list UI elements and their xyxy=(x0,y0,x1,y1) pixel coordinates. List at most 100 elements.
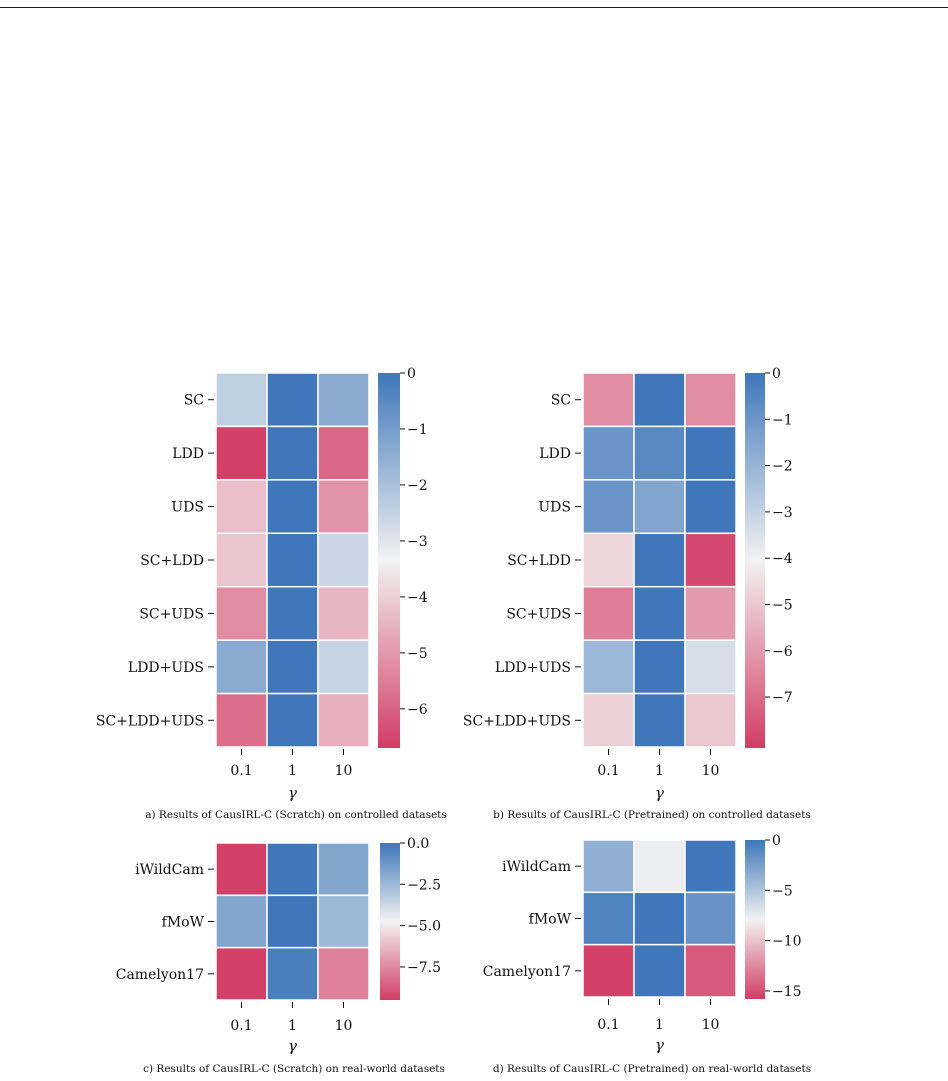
x-axis-label: γ xyxy=(655,1036,664,1054)
x-tick-label: 1 xyxy=(655,1017,664,1033)
y-tick-label: iWildCam xyxy=(135,862,204,878)
heatmap-cell xyxy=(266,585,319,641)
colorbar-tick-label: −5.0 xyxy=(407,919,441,935)
heatmap-cell xyxy=(215,532,268,588)
heatmap-cell xyxy=(215,946,268,1001)
heatmap-cell xyxy=(317,372,370,428)
heatmap-cell xyxy=(215,639,268,695)
heatmap-cell xyxy=(633,532,686,588)
heatmap-cell xyxy=(633,692,686,748)
heatmap-cell xyxy=(317,692,370,748)
heatmap-cell xyxy=(633,425,686,481)
heatmap-cell xyxy=(317,842,370,897)
heatmap-cell xyxy=(684,839,737,894)
colorbar xyxy=(378,373,400,748)
x-tick-label: 1 xyxy=(288,763,297,779)
heatmap-panel-0: SC LDD UDS SC+LDD SC+UDS LDD+UDS SC+LDD+UDS 0.1… xyxy=(96,366,447,821)
x-axis-label: γ xyxy=(655,784,664,802)
y-tick-label: SC+LDD+UDS xyxy=(96,713,204,729)
colorbar-tick-label: −1 xyxy=(407,422,428,438)
y-tick-label: SC xyxy=(551,393,571,409)
heatmap-cell xyxy=(684,585,737,641)
y-tick-label: LDD xyxy=(539,446,571,462)
y-tick-label: UDS xyxy=(171,500,204,516)
y-tick-label: SC+UDS xyxy=(139,606,204,622)
colorbar xyxy=(745,373,765,748)
heatmap-cell xyxy=(317,585,370,641)
y-tick-label: SC+UDS xyxy=(506,606,571,622)
panel-caption: d) Results of CausIRL-C (Pretrained) on … xyxy=(493,1063,811,1075)
y-tick-label: LDD+UDS xyxy=(128,660,204,676)
heatmap-cell xyxy=(582,639,635,695)
x-tick-label: 1 xyxy=(288,1018,297,1034)
heatmap-cell xyxy=(582,479,635,535)
heatmap-cell xyxy=(684,692,737,748)
heatmap-cell xyxy=(266,692,319,748)
heatmap-cell xyxy=(215,479,268,535)
heatmap-cell xyxy=(582,532,635,588)
heatmap-cell xyxy=(684,532,737,588)
heatmap-cell xyxy=(633,372,686,428)
heatmap-panel-3: iWildCam fMoW Camelyon17 0.1 1 10 γ 0 −5 −10 −15 d)… xyxy=(483,833,811,1075)
y-tick-label: LDD xyxy=(172,446,204,462)
y-tick-label: SC+LDD xyxy=(140,553,204,569)
page-top-rule xyxy=(0,7,948,8)
panel-caption: b) Results of CausIRL-C (Pretrained) on … xyxy=(493,809,811,821)
heatmap-cell xyxy=(266,946,319,1001)
heatmap-cell xyxy=(684,943,737,998)
heatmap-cell xyxy=(684,372,737,428)
y-tick-label: LDD+UDS xyxy=(495,660,571,676)
x-tick-label: 10 xyxy=(702,763,720,779)
x-tick-label: 0.1 xyxy=(597,1017,619,1033)
heatmap-cell xyxy=(582,943,635,998)
heatmap-cell xyxy=(582,372,635,428)
colorbar-tick-label: −4 xyxy=(407,590,428,606)
heatmap-cell xyxy=(215,894,268,949)
heatmap-cell xyxy=(317,639,370,695)
colorbar-tick-label: 0 xyxy=(772,833,781,849)
x-tick-label: 1 xyxy=(655,763,664,779)
heatmap-cell xyxy=(215,692,268,748)
y-tick-label: fMoW xyxy=(529,911,572,927)
heatmap-cell xyxy=(633,943,686,998)
heatmap-cell xyxy=(684,425,737,481)
colorbar-tick-label: −5 xyxy=(407,646,428,662)
colorbar-tick-label: 0.0 xyxy=(407,836,429,852)
colorbar-tick-label: −1 xyxy=(772,412,793,428)
x-tick-label: 0.1 xyxy=(230,1018,252,1034)
colorbar-tick-label: −6 xyxy=(772,644,793,660)
x-axis-label: γ xyxy=(288,784,297,802)
y-tick-label: SC+LDD+UDS xyxy=(463,713,571,729)
panel-caption: c) Results of CausIRL-C (Scratch) on rea… xyxy=(143,1063,445,1075)
heatmap-cell xyxy=(633,639,686,695)
heatmap-cell xyxy=(317,894,370,949)
colorbar xyxy=(745,840,765,999)
heatmap-cell xyxy=(684,639,737,695)
heatmap-cell xyxy=(215,585,268,641)
heatmap-cell xyxy=(582,891,635,946)
heatmap-cell xyxy=(317,425,370,481)
colorbar-tick-label: −2.5 xyxy=(407,877,441,893)
colorbar-tick-label: −3 xyxy=(772,505,793,521)
colorbar xyxy=(380,843,400,1000)
heatmap-cell xyxy=(633,839,686,894)
heatmap-cell xyxy=(266,639,319,695)
colorbar-tick-label: −10 xyxy=(772,934,802,950)
panel-caption: a) Results of CausIRL-C (Scratch) on con… xyxy=(145,809,447,821)
colorbar-tick-label: −15 xyxy=(772,984,802,1000)
colorbar-tick-label: −4 xyxy=(772,551,793,567)
y-tick-label: UDS xyxy=(538,500,571,516)
heatmap-cell xyxy=(215,372,268,428)
x-tick-label: 10 xyxy=(702,1017,720,1033)
colorbar-tick-label: −7.5 xyxy=(407,960,441,976)
heatmap-cell xyxy=(582,839,635,894)
y-tick-label: Camelyon17 xyxy=(116,967,204,983)
heatmap-cell xyxy=(582,585,635,641)
y-tick-label: Camelyon17 xyxy=(483,964,571,980)
x-tick-label: 10 xyxy=(335,1018,353,1034)
heatmap-cell xyxy=(317,946,370,1001)
heatmap-cell xyxy=(633,585,686,641)
heatmap-cell xyxy=(684,479,737,535)
x-tick-label: 0.1 xyxy=(230,763,252,779)
